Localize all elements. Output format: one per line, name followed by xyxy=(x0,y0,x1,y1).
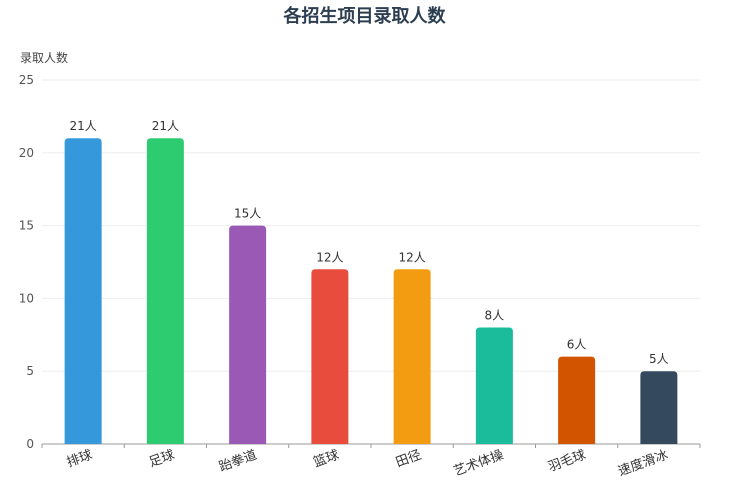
bar-1 xyxy=(64,138,102,445)
data-label: 12人 xyxy=(398,250,425,264)
x-tick-label: 速度滑冰 xyxy=(616,447,670,480)
bar-4 xyxy=(311,269,349,444)
data-label: 15人 xyxy=(234,207,261,221)
y-tick-label: 10 xyxy=(19,291,34,305)
bar-6 xyxy=(475,327,513,444)
x-tick-label: 排球 xyxy=(65,448,95,471)
y-tick-label: 15 xyxy=(19,219,34,233)
y-tick-label: 0 xyxy=(26,437,34,451)
x-tick-label: 足球 xyxy=(147,448,177,471)
bar-5 xyxy=(393,269,431,444)
chart-title: 各招生项目录取人数 xyxy=(283,6,446,27)
y-axis-label: 录取人数 xyxy=(20,51,69,65)
bar-2 xyxy=(146,138,184,445)
data-label: 21人 xyxy=(152,119,179,133)
bar-8 xyxy=(640,371,678,444)
x-tick-label: 跆拳道 xyxy=(217,447,259,475)
data-label: 21人 xyxy=(69,119,96,133)
y-tick-label: 5 xyxy=(26,364,34,378)
y-tick-label: 20 xyxy=(19,146,34,160)
data-label: 5人 xyxy=(649,352,669,366)
x-tick-label: 田径 xyxy=(394,448,424,471)
data-label: 6人 xyxy=(567,338,587,352)
x-tick-label: 羽毛球 xyxy=(546,448,588,475)
bar-3 xyxy=(229,225,267,444)
x-tick-label: 艺术体操 xyxy=(451,447,505,480)
data-label: 12人 xyxy=(316,250,343,264)
data-label: 8人 xyxy=(485,309,505,323)
bar-7 xyxy=(558,356,596,444)
x-tick-label: 篮球 xyxy=(312,448,342,471)
y-tick-label: 25 xyxy=(19,73,34,87)
